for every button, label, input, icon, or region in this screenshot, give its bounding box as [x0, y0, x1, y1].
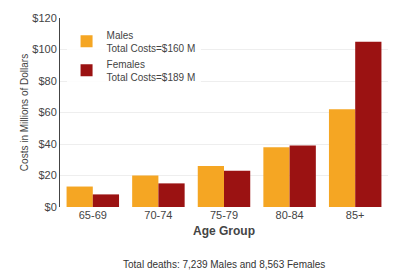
svg-text:80-84: 80-84 — [276, 209, 304, 221]
svg-text:Total deaths: 7,239 Males and: Total deaths: 7,239 Males and 8,563 Fema… — [123, 259, 325, 270]
svg-text:75-79: 75-79 — [210, 209, 238, 221]
svg-text:MalesTotal Costs=$160 M: MalesTotal Costs=$160 M — [107, 30, 196, 54]
svg-text:$80: $80 — [38, 75, 56, 87]
svg-text:Age Group: Age Group — [193, 224, 255, 238]
svg-text:65-69: 65-69 — [79, 209, 107, 221]
svg-text:$120: $120 — [32, 12, 56, 24]
svg-text:$60: $60 — [38, 106, 56, 118]
svg-text:$0: $0 — [45, 201, 57, 213]
svg-text:$100: $100 — [32, 43, 56, 55]
svg-text:FemalesTotal Costs=$189 M: FemalesTotal Costs=$189 M — [107, 59, 196, 83]
svg-text:70-74: 70-74 — [144, 209, 172, 221]
svg-text:$40: $40 — [38, 138, 56, 150]
svg-text:Costs in Millions of Dollars: Costs in Millions of Dollars — [19, 54, 30, 171]
svg-text:$20: $20 — [38, 169, 56, 181]
svg-text:85+: 85+ — [346, 209, 365, 221]
